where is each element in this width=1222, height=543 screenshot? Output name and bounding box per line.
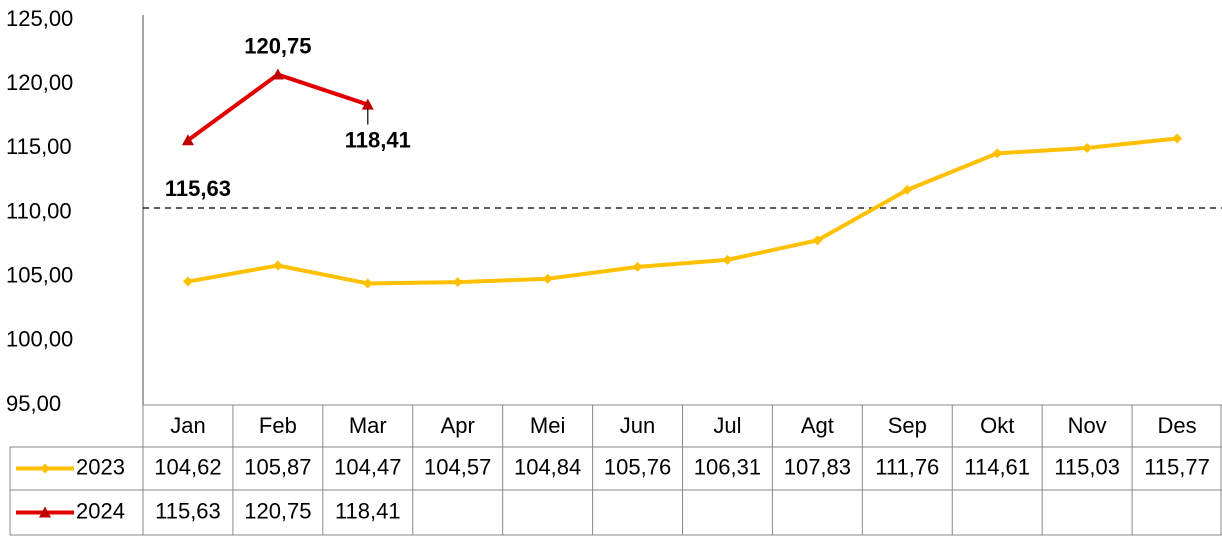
x-tick-label: Feb <box>259 413 297 438</box>
table-cell: 105,76 <box>604 454 671 479</box>
table-cell: 111,76 <box>875 454 939 479</box>
table-cell: 115,03 <box>1054 454 1120 479</box>
marker <box>542 273 553 284</box>
marker <box>992 148 1003 159</box>
y-tick-label: 110,00 <box>6 198 72 223</box>
data-label: 118,41 <box>345 127 411 152</box>
marker <box>812 235 823 246</box>
y-tick-label: 95,00 <box>6 391 61 416</box>
marker <box>362 278 373 289</box>
x-tick-label: Mar <box>349 413 387 438</box>
marker <box>722 254 733 265</box>
table-cell: 107,83 <box>784 454 851 479</box>
marker <box>902 184 913 195</box>
table-cell: 104,84 <box>514 454 581 479</box>
x-tick-label: Des <box>1157 413 1196 438</box>
y-tick-label: 125,00 <box>6 6 73 31</box>
y-tick-label: 120,00 <box>6 70 73 95</box>
marker <box>181 134 194 146</box>
x-tick-label: Agt <box>801 413 834 438</box>
table-cell: 120,75 <box>244 498 311 523</box>
x-tick-label: Jun <box>620 413 655 438</box>
marker <box>39 506 51 518</box>
marker <box>271 68 284 80</box>
legend-label: 2024 <box>76 498 125 523</box>
marker <box>452 277 463 288</box>
table-cell: 118,41 <box>335 498 401 523</box>
marker <box>272 260 283 271</box>
table-cell: 104,57 <box>424 454 491 479</box>
table-cell: 105,87 <box>244 454 311 479</box>
legend-label: 2023 <box>76 454 125 479</box>
table-cell: 104,47 <box>334 454 401 479</box>
x-tick-label: Mei <box>530 413 565 438</box>
table-cell: 115,77 <box>1144 454 1210 479</box>
marker <box>632 261 643 272</box>
x-tick-label: Apr <box>441 413 475 438</box>
series-line <box>187 136 1178 286</box>
table-cell: 106,31 <box>694 454 761 479</box>
series-line <box>186 72 369 142</box>
marker <box>1082 142 1093 153</box>
y-tick-label: 115,00 <box>6 134 72 159</box>
marker <box>361 98 374 110</box>
y-tick-label: 100,00 <box>6 327 73 352</box>
table-cell: 114,61 <box>964 454 1030 479</box>
marker <box>1172 133 1183 144</box>
y-tick-label: 105,00 <box>6 262 73 287</box>
marker <box>40 463 50 474</box>
table-cell: 115,63 <box>155 498 221 523</box>
x-tick-label: Sep <box>888 413 927 438</box>
x-tick-label: Nov <box>1068 413 1107 438</box>
table-cell: 104,62 <box>154 454 221 479</box>
data-label: 115,63 <box>165 176 231 201</box>
x-tick-label: Okt <box>980 413 1014 438</box>
marker <box>182 276 193 287</box>
x-tick-label: Jan <box>170 413 205 438</box>
x-tick-label: Jul <box>713 413 741 438</box>
data-label: 120,75 <box>244 33 311 58</box>
